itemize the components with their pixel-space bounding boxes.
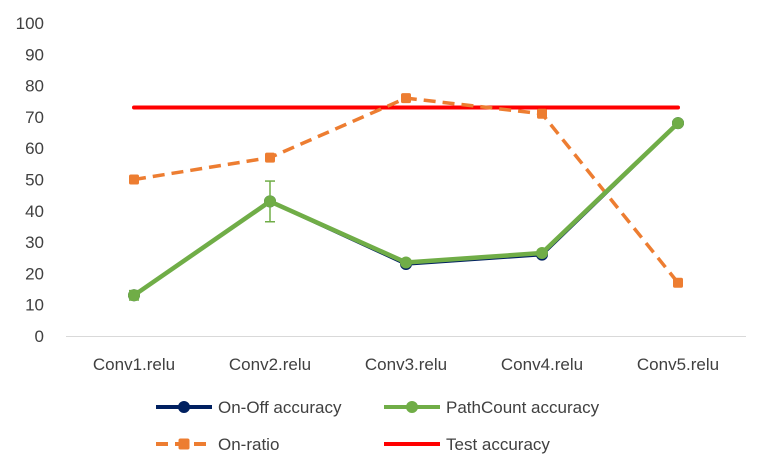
y-tick-label: 10 <box>25 296 44 315</box>
x-tick-label: Conv2.relu <box>229 355 311 374</box>
x-tick-label: Conv5.relu <box>637 355 719 374</box>
legend-item: On-ratio <box>156 435 279 454</box>
y-tick-label: 30 <box>25 233 44 252</box>
legend-item: PathCount accuracy <box>384 398 600 417</box>
y-tick-label: 20 <box>25 264 44 283</box>
data-point <box>264 195 276 208</box>
legend-label: On-Off accuracy <box>218 398 342 417</box>
data-point <box>178 401 190 413</box>
data-point <box>129 174 139 185</box>
y-tick-label: 70 <box>25 108 44 127</box>
legend-label: Test accuracy <box>446 435 550 454</box>
x-tick-label: Conv4.relu <box>501 355 583 374</box>
series-on-ratio <box>129 93 683 288</box>
legend-label: PathCount accuracy <box>446 398 600 417</box>
y-tick-label: 60 <box>25 139 44 158</box>
series-on-off-accuracy <box>128 117 684 302</box>
legend-item: On-Off accuracy <box>156 398 342 417</box>
y-tick-label: 90 <box>25 45 44 64</box>
legend-item: Test accuracy <box>384 435 550 454</box>
data-point <box>406 401 418 413</box>
data-point <box>128 289 140 302</box>
data-point <box>401 93 411 104</box>
x-tick-label: Conv1.relu <box>93 355 175 374</box>
y-tick-label: 40 <box>25 202 44 221</box>
y-tick-label: 100 <box>16 14 44 33</box>
data-point <box>673 277 683 288</box>
data-point <box>537 108 547 119</box>
y-tick-label: 50 <box>25 171 44 190</box>
y-tick-label: 80 <box>25 77 44 96</box>
data-point <box>400 256 412 269</box>
data-point <box>178 438 190 450</box>
legend-label: On-ratio <box>218 435 279 454</box>
data-point <box>672 117 684 130</box>
x-axis-ticks: Conv1.relu Conv2.relu Conv3.relu Conv4.relu… <box>93 355 719 374</box>
data-point <box>265 152 275 163</box>
series-line <box>133 96 680 284</box>
y-axis-ticks: 0 10 20 30 40 50 60 70 80 90 100 <box>16 14 44 346</box>
series-layer <box>128 93 684 302</box>
x-tick-label: Conv3.relu <box>365 355 447 374</box>
series-pathcount-accuracy <box>128 117 684 302</box>
data-point <box>536 247 548 260</box>
y-tick-label: 0 <box>35 327 44 346</box>
legend: On-Off accuracy PathCount accuracy On-rati… <box>156 398 600 454</box>
